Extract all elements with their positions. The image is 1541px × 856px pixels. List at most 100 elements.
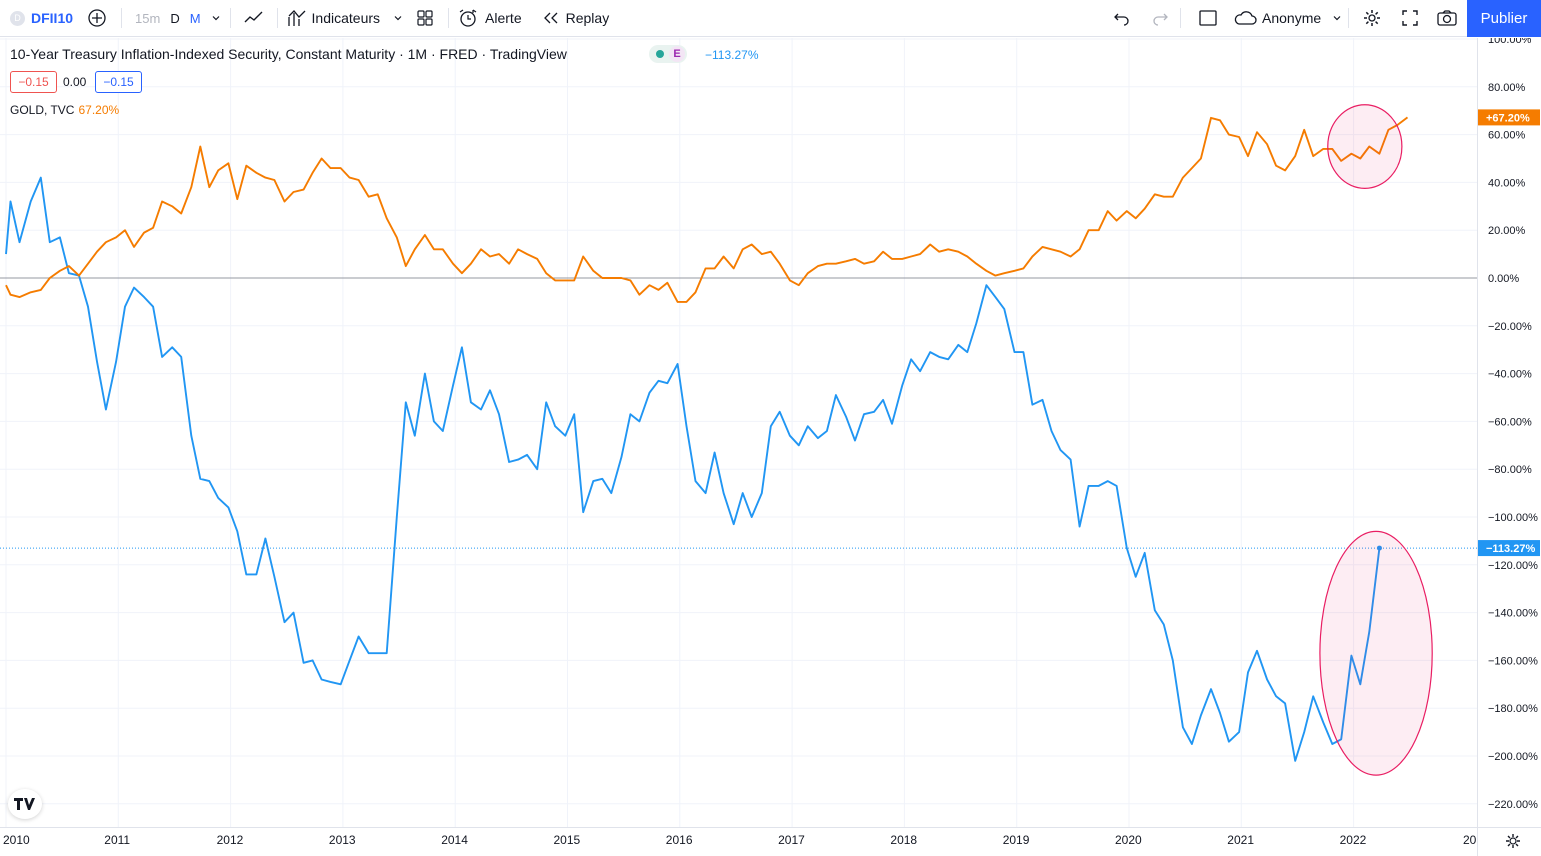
last-value-label-dfii: −113.27%: [1486, 543, 1535, 555]
y-tick-label: −20.00%: [1488, 321, 1532, 333]
series-line-dfii[interactable]: [5, 176, 1381, 762]
y-tick-label: 0.00%: [1488, 273, 1519, 285]
x-tick-label: 2013: [329, 833, 356, 847]
x-tick-label: 2011: [104, 833, 130, 847]
last-value-badge-gold: [1478, 109, 1540, 126]
x-tick-label: 2015: [554, 833, 581, 847]
y-tick-label: 20.00%: [1488, 225, 1526, 237]
x-tick-label: 2012: [217, 833, 244, 847]
replay-label: Replay: [565, 10, 610, 26]
indicators-label: Indicateurs: [311, 10, 381, 26]
price-axis: 100.00% 80.00% 60.00% 40.00% 20.00% 0.00% −20.…: [1477, 38, 1540, 856]
axis-settings-icon-spokes: [1506, 834, 1520, 848]
account-label: Anonyme: [1262, 10, 1322, 26]
replay-button[interactable]: Replay: [542, 0, 610, 37]
line-chart-icon: [244, 11, 263, 23]
timeframe-m[interactable]: M: [189, 10, 201, 26]
series-title[interactable]: 10-Year Treasury Inflation-Indexed Secur…: [10, 46, 567, 62]
symbol-source-icon: D: [10, 10, 25, 26]
fullscreen-button[interactable]: [1398, 0, 1422, 37]
x-tick-label: 2019: [1003, 833, 1030, 847]
undo-button[interactable]: [1110, 0, 1134, 37]
timeframe-15m[interactable]: 15m: [135, 10, 161, 26]
annotation-dfii-highlight[interactable]: [1319, 530, 1433, 776]
top-toolbar: D DFII10 15m D M Indicateurs Alerte Repl…: [0, 0, 1541, 37]
gold-legend[interactable]: GOLD, TVC 67.20%: [10, 103, 119, 117]
series-change: −113.27%: [705, 48, 759, 62]
buy-price-box[interactable]: −0.15: [95, 71, 142, 93]
timeframes: 15m D M: [130, 0, 222, 37]
account-button[interactable]: Anonyme: [1232, 0, 1343, 37]
publish-button[interactable]: Publier: [1467, 0, 1541, 37]
spread-value: 0.00: [63, 75, 87, 89]
y-tick-label: −40.00%: [1488, 369, 1532, 381]
alarm-clock-icon: [459, 9, 477, 27]
layouts-button[interactable]: [410, 0, 440, 37]
sell-price-box[interactable]: −0.15: [10, 71, 57, 93]
symbol-search[interactable]: D DFII10: [0, 0, 99, 37]
chevron-down-icon[interactable]: [210, 12, 222, 24]
x-tick-label: 2020: [1115, 833, 1142, 847]
settings-button[interactable]: [1360, 0, 1384, 37]
chevron-down-icon: [1333, 16, 1341, 21]
plot-area: [0, 104, 1477, 776]
alert-label: Alerte: [485, 10, 522, 26]
camera-icon: [1437, 10, 1457, 26]
y-tick-label: −60.00%: [1488, 416, 1532, 428]
series-line-gold[interactable]: [5, 116, 1409, 303]
symbol-name[interactable]: DFII10: [31, 10, 74, 26]
x-tick-label: 2021: [1227, 833, 1254, 847]
gold-change: 67.20%: [78, 103, 120, 117]
tradingview-logo-icon: [14, 798, 35, 810]
snapshot-button[interactable]: [1435, 0, 1459, 37]
grid: [0, 38, 1477, 827]
annotation-gold-highlight[interactable]: [1327, 104, 1403, 189]
last-point-dfii: [1376, 545, 1382, 551]
y-tick-label: −200.00%: [1488, 751, 1538, 763]
indicators-button[interactable]: Indicateurs: [286, 0, 404, 37]
y-tick-label: −180.00%: [1488, 703, 1538, 715]
layout-grid-icon: [417, 10, 433, 26]
square-icon: [1199, 10, 1217, 26]
gold-label: GOLD, TVC: [10, 103, 75, 117]
x-tick-label: 2018: [890, 833, 917, 847]
y-tick-label: 60.00%: [1488, 130, 1526, 142]
y-tick-label: −80.00%: [1488, 464, 1532, 476]
earnings-badge[interactable]: E: [649, 45, 687, 63]
cloud-icon: [1234, 11, 1257, 25]
badge-letter: E: [669, 46, 685, 62]
fullscreen-icon: [1402, 10, 1418, 26]
time-axis: 2010 2011 2012 2013 2014 2015 2016 2017 2018 2019…: [0, 827, 1541, 848]
chart-canvas[interactable]: 2010 2011 2012 2013 2014 2015 2016 2017 2018 2019…: [0, 38, 1541, 856]
x-tick-label: 2010: [3, 833, 30, 847]
redo-icon: [1153, 13, 1168, 26]
add-symbol-icon: [88, 9, 106, 27]
x-tick-label: 2016: [666, 833, 693, 847]
x-tick-label: 2022: [1340, 833, 1367, 847]
compare-button[interactable]: [87, 0, 107, 37]
y-tick-label: 40.00%: [1488, 177, 1526, 189]
chart-type-button[interactable]: [239, 0, 269, 37]
alert-button[interactable]: Alerte: [457, 0, 522, 37]
y-tick-label: −160.00%: [1488, 655, 1538, 667]
x-tick-label: 20: [1463, 833, 1477, 847]
tradingview-logo[interactable]: [8, 789, 42, 819]
axis-settings-icon[interactable]: [1506, 834, 1520, 848]
x-tick-label: 2017: [778, 833, 805, 847]
fullscreen-toggle-button[interactable]: [1196, 0, 1220, 37]
y-tick-label: −120.00%: [1488, 560, 1538, 572]
redo-button[interactable]: [1148, 0, 1172, 37]
rewind-icon: [543, 12, 558, 24]
y-tick-label: −140.00%: [1488, 608, 1538, 620]
x-tick-label: 2014: [441, 833, 468, 847]
timeframe-d[interactable]: D: [170, 10, 180, 26]
chevron-down-icon: [394, 16, 402, 21]
market-status-icon: [656, 50, 664, 58]
y-tick-label: −220.00%: [1488, 799, 1538, 811]
y-tick-label: −100.00%: [1488, 512, 1538, 524]
indicators-icon: [287, 10, 306, 26]
last-value-label-gold: +67.20%: [1486, 112, 1530, 124]
undo-icon: [1114, 13, 1129, 26]
y-tick-label: 80.00%: [1488, 82, 1526, 94]
gear-icon: [1364, 10, 1380, 26]
